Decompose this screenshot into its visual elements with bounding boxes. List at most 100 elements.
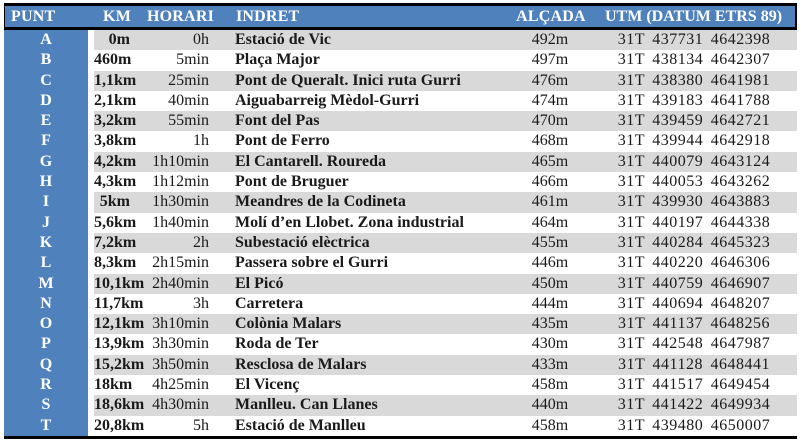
table-row: P 13,9km 3h30min Roda de Ter 430m 31T 44… bbox=[4, 334, 797, 355]
column-divider-gap bbox=[88, 273, 94, 294]
column-divider-gap bbox=[88, 375, 94, 396]
row-place-name: Estació de Manlleu bbox=[235, 416, 366, 434]
row-altitude: 455m bbox=[531, 233, 569, 251]
table-top-border bbox=[4, 3, 797, 6]
row-point-letter: E bbox=[4, 111, 88, 132]
row-time: 2h40min bbox=[152, 274, 209, 292]
row-place-name: Subestació elèctrica bbox=[235, 233, 370, 251]
row-place-name: Pont de Ferro bbox=[235, 132, 330, 150]
table-row: F 3,8km 1h Pont de Ferro 468m 31T 439944… bbox=[4, 131, 797, 152]
row-utm-coordinates: 31T 439944 4642918 bbox=[617, 132, 771, 150]
row-place-name: Plaça Major bbox=[235, 51, 320, 69]
column-divider-gap bbox=[88, 232, 94, 254]
row-altitude: 458m bbox=[531, 376, 569, 394]
row-place-name: El Cantarell. Roureda bbox=[235, 152, 386, 170]
row-altitude: 470m bbox=[531, 112, 569, 130]
row-time: 2h15min bbox=[152, 254, 209, 272]
row-place-name: El Picó bbox=[235, 274, 284, 292]
row-utm-coordinates: 31T 441137 4648256 bbox=[618, 315, 770, 333]
row-distance: 3,2km bbox=[94, 112, 137, 130]
row-altitude: 497m bbox=[531, 51, 569, 69]
table-body: A 0m 0h Estació de Vic 492m 31T 437731 4… bbox=[4, 30, 797, 436]
table-row: D 2,1km 40min Aiguabarreig Mèdol-Gurri 4… bbox=[4, 90, 797, 112]
table-row: O 12,1km 3h10min Colònia Malars 435m 31T… bbox=[4, 314, 797, 335]
col-header-km: KM bbox=[103, 8, 131, 25]
row-altitude: 458m bbox=[531, 416, 569, 434]
row-point-letter: T bbox=[4, 415, 88, 436]
row-distance: 4,2km bbox=[94, 152, 137, 170]
row-place-name: Pont de Bruguer bbox=[235, 173, 349, 191]
row-altitude: 476m bbox=[531, 71, 569, 89]
table-row: N 11,7km 3h Carretera 444m 31T 440694 46… bbox=[4, 293, 797, 315]
row-distance: 7,2km bbox=[94, 233, 137, 251]
row-place-name: Passera sobre el Gurri bbox=[235, 254, 389, 272]
row-utm-coordinates: 31T 438380 4641981 bbox=[617, 71, 771, 89]
column-divider-gap bbox=[88, 253, 94, 274]
row-utm-coordinates: 31T 439480 4650007 bbox=[617, 416, 771, 434]
row-altitude: 474m bbox=[531, 91, 569, 109]
row-utm-coordinates: 31T 439183 4641788 bbox=[617, 91, 771, 109]
row-point-letter: R bbox=[4, 375, 88, 396]
row-utm-coordinates: 31T 440079 4643124 bbox=[617, 152, 771, 170]
column-divider-gap bbox=[88, 172, 94, 193]
row-distance: 460m bbox=[94, 51, 132, 69]
row-altitude: 450m bbox=[531, 274, 569, 292]
row-utm-coordinates: 31T 439930 4643883 bbox=[617, 193, 771, 211]
row-time: 1h10min bbox=[152, 152, 209, 170]
row-time: 3h30min bbox=[152, 335, 209, 353]
column-divider-gap bbox=[88, 70, 94, 91]
table-row: G 4,2km 1h10min El Cantarell. Roureda 46… bbox=[4, 151, 797, 173]
row-distance: 5,6km bbox=[94, 213, 137, 231]
column-divider-gap bbox=[88, 131, 94, 152]
row-altitude: 464m bbox=[531, 213, 569, 231]
table-row: E 3,2km 55min Font del Pas 470m 31T 4394… bbox=[4, 111, 797, 132]
row-time: 3h bbox=[193, 294, 209, 312]
column-divider-gap bbox=[88, 314, 94, 335]
column-divider-gap bbox=[88, 30, 94, 51]
row-utm-coordinates: 31T 440694 4648207 bbox=[617, 294, 771, 312]
table-row: C 1,1km 25min Pont de Queralt. Inici rut… bbox=[4, 70, 797, 91]
table-row: L 8,3km 2h15min Passera sobre el Gurri 4… bbox=[4, 253, 797, 274]
row-utm-coordinates: 31T 439459 4642721 bbox=[617, 112, 771, 130]
row-altitude: 444m bbox=[531, 294, 569, 312]
row-place-name: Font del Pas bbox=[235, 112, 320, 130]
table-row: M 10,1km 2h40min El Picó 450m 31T 440759… bbox=[4, 273, 797, 294]
row-distance: 5km bbox=[99, 193, 130, 211]
row-distance: 3,8km bbox=[94, 132, 137, 150]
row-altitude: 435m bbox=[531, 315, 569, 333]
column-divider-gap bbox=[88, 192, 94, 213]
row-point-letter: F bbox=[4, 131, 88, 152]
row-time: 1h30min bbox=[152, 193, 209, 211]
row-distance: 1,1km bbox=[94, 71, 137, 89]
column-divider-gap bbox=[88, 212, 94, 233]
col-header-utm: UTM (DATUM ETRS 89) bbox=[604, 8, 783, 25]
row-distance: 18,6km bbox=[94, 396, 145, 414]
row-point-letter: K bbox=[4, 232, 88, 254]
row-altitude: 446m bbox=[531, 254, 569, 272]
table-row: R 18km 4h25min El Vicenç 458m 31T 441517… bbox=[4, 375, 797, 396]
row-place-name: Aiguabarreig Mèdol-Gurri bbox=[235, 91, 420, 109]
col-header-horari: HORARI bbox=[147, 8, 214, 25]
row-altitude: 465m bbox=[531, 152, 569, 170]
row-altitude: 466m bbox=[531, 173, 569, 191]
column-divider-gap bbox=[88, 90, 94, 112]
row-time: 3h10min bbox=[152, 315, 209, 333]
row-altitude: 468m bbox=[531, 132, 569, 150]
row-utm-coordinates: 31T 441517 4649454 bbox=[617, 376, 771, 394]
column-divider-gap bbox=[88, 354, 94, 376]
row-utm-coordinates: 31T 440284 4645323 bbox=[617, 233, 771, 251]
table-row: K 7,2km 2h Subestació elèctrica 455m 31T… bbox=[4, 232, 797, 254]
row-time: 55min bbox=[168, 112, 209, 130]
row-time: 40min bbox=[168, 91, 209, 109]
column-divider-gap bbox=[88, 50, 94, 71]
row-distance: 18km bbox=[94, 376, 133, 394]
row-place-name: Estació de Vic bbox=[235, 31, 331, 48]
table-row: A 0m 0h Estació de Vic 492m 31T 437731 4… bbox=[4, 30, 797, 51]
column-divider-gap bbox=[88, 111, 94, 132]
row-utm-coordinates: 31T 441422 4649934 bbox=[617, 396, 771, 414]
row-altitude: 492m bbox=[531, 31, 569, 48]
row-distance: 0m bbox=[108, 31, 130, 48]
col-header-punt: PUNT bbox=[11, 8, 56, 25]
row-time: 2h bbox=[193, 233, 209, 251]
